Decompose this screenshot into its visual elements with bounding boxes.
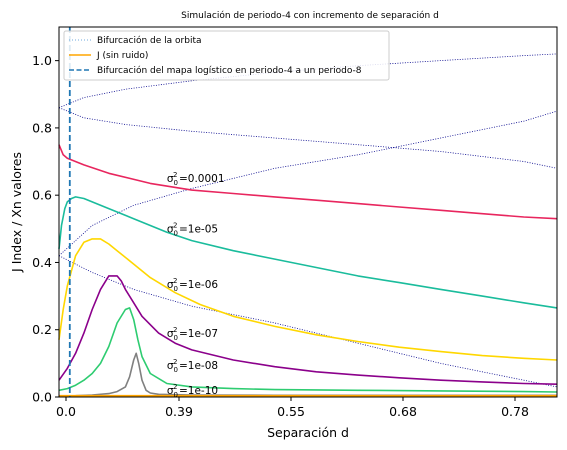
series-group [58,144,558,397]
x-axis-ticks: 0.0 0.39 0.55 0.68 0.78 [56,397,529,419]
orbit-branch-lower-mid [58,110,558,256]
noise-annotation: σ2 0=1e-07 [167,326,218,342]
noise-annotation: σ2 0=1e-10 [167,383,218,399]
chart-title: Simulación de periodo-4 con incremento d… [181,10,439,21]
noise-annotation: σ2 0=1e-05 [167,222,218,238]
x-tick-label: 0.0 [56,404,76,419]
x-tick-label: 0.39 [165,404,193,419]
x-tick-label: 0.68 [389,404,417,419]
legend-label: J (sin ruido) [96,51,148,61]
series-line-0.0001 [58,144,558,220]
series-line-1e-05 [58,196,558,309]
series-line-1e-08 [58,307,558,393]
y-tick-label: 0.2 [32,322,52,337]
y-tick-label: 0.4 [32,255,52,270]
noise-annotation: σ2 0=1e-08 [167,358,218,374]
y-tick-label: 0.8 [32,120,52,135]
y-tick-label: 0.6 [32,188,52,203]
series-line-1e-06 [58,238,558,361]
orbit-branch-upper-mid [58,107,558,169]
y-tick-label: 0.0 [32,390,52,405]
legend-box [63,30,390,81]
x-tick-label: 0.78 [501,404,529,419]
y-tick-label: 1.0 [32,53,52,68]
x-tick-label: 0.55 [277,404,305,419]
noise-annotation: σ2 0=1e-06 [167,277,219,293]
legend: Bifurcación de la orbita J (sin ruido) Bif… [63,30,390,81]
legend-label: Bifurcación del mapa logístico en period… [97,65,362,76]
orbit-bifurcation-group [58,53,558,388]
x-axis-label: Separación d [267,425,349,440]
y-axis-ticks: 0.0 0.2 0.4 0.6 0.8 1.0 [32,53,59,405]
noise-annotations: σ2 0=0.0001 σ2 0=1e-05 σ2 0=1e-06 σ2 0=1e-07 σ2 0… [167,171,225,399]
orbit-branch-top [58,53,558,109]
noise-annotation: σ2 0=0.0001 [167,171,225,187]
plot-frame [58,26,558,398]
series-line-1e-07 [58,275,558,385]
legend-label: Bifurcación de la orbita [97,35,201,46]
y-axis-label: J Index / Xn valores [9,152,24,273]
